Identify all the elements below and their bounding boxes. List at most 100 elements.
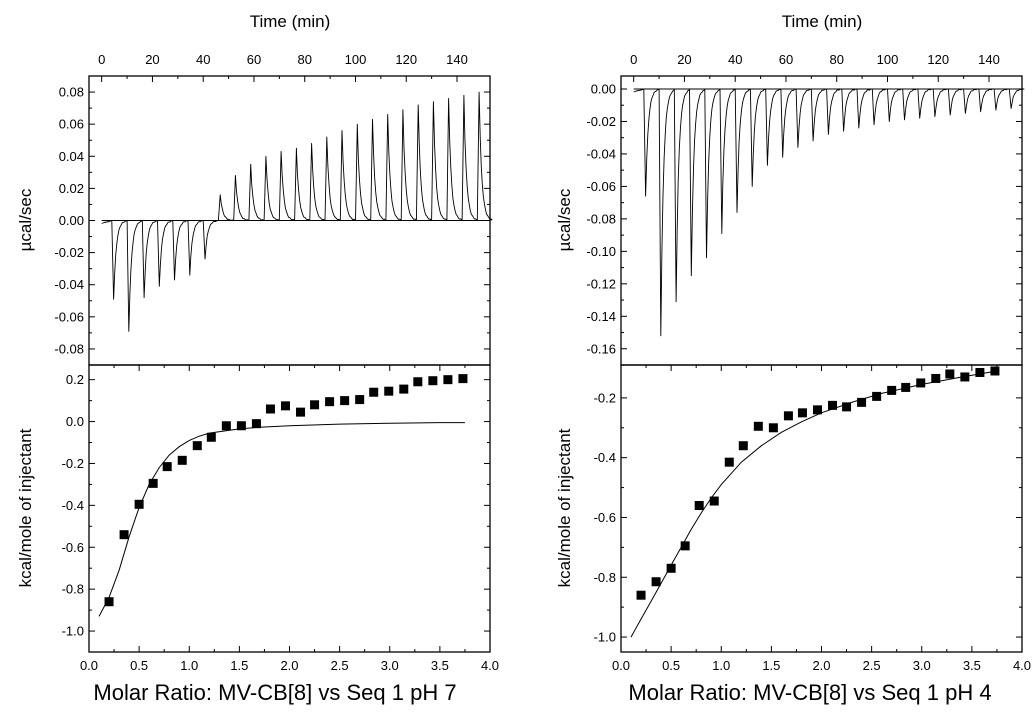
left-top-y-tick-label: 0.06 — [59, 117, 84, 132]
right-top-y-tick-label: -0.16 — [586, 341, 616, 356]
right-top-x-tick-label: 80 — [829, 52, 843, 67]
left-top-thermogram-trace — [101, 91, 493, 332]
right-bottom-y-tick-label: -0.8 — [594, 570, 616, 585]
left-bottom-data-point — [310, 400, 320, 410]
left-bottom-x-tick-label: 1.5 — [230, 658, 248, 673]
left-top-x-tick-label: 40 — [196, 52, 210, 67]
right-bottom-data-point — [666, 563, 676, 573]
right-bottom-data-point — [960, 372, 970, 382]
left-bottom-data-point — [355, 395, 365, 405]
left-enthalpy-axis-label: kcal/mole of injectant — [16, 428, 35, 587]
left-bottom-data-point — [104, 597, 114, 607]
left-bottom-data-point — [443, 375, 453, 385]
left-bottom-data-point — [177, 455, 187, 465]
left-bottom-x-tick-label: 2.0 — [280, 658, 298, 673]
right-bottom-data-point — [945, 369, 955, 379]
right-bottom-data-point — [694, 501, 704, 511]
right-bottom-data-point — [887, 385, 897, 395]
left-bottom-data-point — [206, 432, 216, 442]
right-bottom-data-point — [975, 367, 985, 377]
left-bottom-x-tick-label: 3.5 — [431, 658, 449, 673]
left-top-y-tick-label: -0.08 — [54, 341, 84, 356]
left-bottom-data-point — [458, 374, 468, 384]
right-top-x-tick-label: 120 — [927, 52, 949, 67]
right-bottom-data-point — [872, 391, 882, 401]
left-top-x-tick-label: 20 — [145, 52, 159, 67]
right-top-thermogram-trace — [633, 88, 1025, 337]
left-bottom-x-tick-label: 1.0 — [180, 658, 198, 673]
left-bottom-data-point — [162, 462, 172, 472]
right-top-y-tick-label: -0.14 — [586, 309, 616, 324]
right-top-y-tick-label: -0.10 — [586, 244, 616, 259]
right-top-y-tick-label: -0.12 — [586, 276, 616, 291]
right-bottom-data-point — [724, 457, 734, 467]
right-top-x-tick-label: 140 — [978, 52, 1000, 67]
right-bottom-x-tick-label: 0.0 — [612, 658, 630, 673]
right-bottom-y-tick-label: -0.6 — [594, 510, 616, 525]
left-bottom-data-point — [192, 441, 202, 451]
left-bottom-y-tick-label: -0.4 — [62, 498, 84, 513]
right-bottom-x-tick-label: 1.5 — [762, 658, 780, 673]
left-top-y-tick-label: 0.02 — [59, 181, 84, 196]
left-bottom-x-tick-label: 2.5 — [331, 658, 349, 673]
left-bottom-data-point — [384, 386, 394, 396]
left-bottom-data-point — [413, 377, 423, 387]
right-top-x-tick-label: 40 — [728, 52, 742, 67]
left-bottom-data-point — [296, 407, 306, 417]
left-bottom-data-point — [399, 384, 409, 394]
right-bottom-x-tick-label: 3.0 — [913, 658, 931, 673]
right-power-axis-label: µcal/sec — [555, 188, 574, 251]
left-top-x-tick-label: 60 — [247, 52, 261, 67]
left-bottom-y-tick-label: -0.2 — [62, 456, 84, 471]
right-bottom-x-tick-label: 3.5 — [963, 658, 981, 673]
right-bottom-data-point — [828, 400, 838, 410]
right-bottom-y-tick-label: -0.4 — [594, 450, 616, 465]
right-bottom-data-point — [680, 541, 690, 551]
left-top-y-tick-label: 0.00 — [59, 213, 84, 228]
left-top-y-tick-label: -0.04 — [54, 277, 84, 292]
left-time-axis-label: Time (min) — [250, 12, 331, 31]
right-bottom-y-tick-label: -0.2 — [594, 390, 616, 405]
left-bottom-y-tick-label: 0.2 — [66, 372, 84, 387]
left-bottom-y-tick-label: 0.0 — [66, 414, 84, 429]
right-bottom-data-point — [931, 373, 941, 383]
left-power-axis-label: µcal/sec — [16, 188, 35, 251]
left-bottom-data-point — [119, 530, 129, 540]
right-top-y-tick-label: -0.08 — [586, 211, 616, 226]
left-bottom-data-point — [236, 421, 246, 431]
left-bottom-fit-curve — [98, 422, 465, 617]
right-top-y-tick-label: 0.00 — [591, 81, 616, 96]
left-top-x-tick-label: 140 — [446, 52, 468, 67]
left-bottom-x-tick-label: 4.0 — [481, 658, 499, 673]
right-bottom-data-point — [797, 408, 807, 418]
right-panel: Time (min) µcal/sec kcal/mole of injecta… — [555, 12, 1031, 705]
left-bottom-data-point — [340, 396, 350, 406]
left-molar-ratio-axis-label: Molar Ratio: MV-CB[8] vs Seq 1 pH 7 — [93, 680, 456, 705]
left-top-x-tick-label: 100 — [345, 52, 367, 67]
left-top-x-tick-label: 80 — [297, 52, 311, 67]
right-bottom-data-point — [709, 496, 719, 506]
right-bottom-data-point — [901, 382, 911, 392]
right-time-axis-label: Time (min) — [782, 12, 863, 31]
right-molar-ratio-axis-label: Molar Ratio: MV-CB[8] vs Seq 1 pH 4 — [628, 680, 991, 705]
right-bottom-data-point — [753, 421, 763, 431]
left-bottom-data-point — [369, 387, 379, 397]
left-bottom-y-tick-label: -0.8 — [62, 582, 84, 597]
left-bottom-data-point — [221, 421, 231, 431]
right-bottom-data-point — [783, 411, 793, 421]
left-top-x-tick-label: 0 — [98, 52, 105, 67]
right-top-x-tick-label: 60 — [779, 52, 793, 67]
left-bottom-data-point — [148, 478, 158, 488]
right-bottom-x-tick-label: 2.5 — [863, 658, 881, 673]
left-top-x-tick-label: 120 — [395, 52, 417, 67]
left-bottom-data-point — [325, 397, 335, 407]
right-bottom-data-point — [857, 397, 867, 407]
left-bottom-data-point — [428, 376, 438, 386]
right-bottom-data-point — [990, 366, 1000, 376]
left-bottom-x-tick-label: 0.5 — [130, 658, 148, 673]
right-top-y-tick-label: -0.06 — [586, 179, 616, 194]
right-bottom-data-point — [738, 441, 748, 451]
left-bottom-y-tick-label: -1.0 — [62, 624, 84, 639]
right-bottom-y-tick-label: -1.0 — [594, 630, 616, 645]
